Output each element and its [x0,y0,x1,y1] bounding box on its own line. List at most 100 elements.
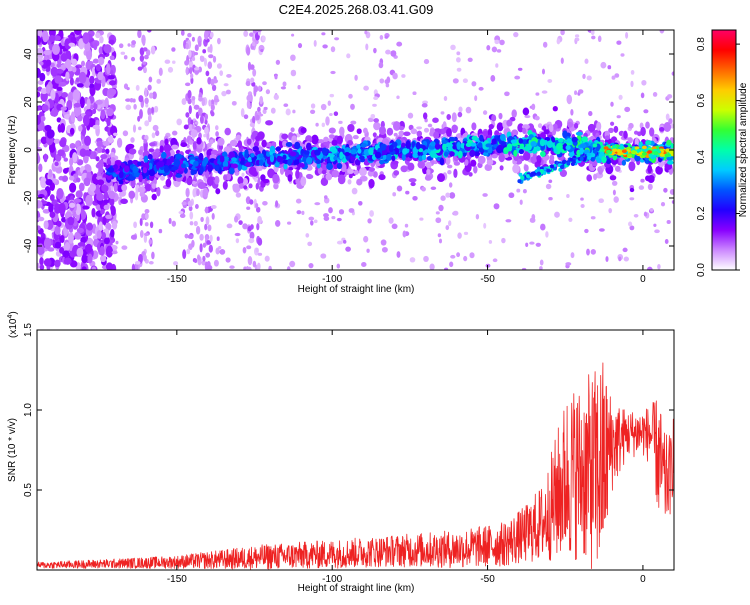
spectrogram-cell [105,214,113,219]
spectrogram-cell [102,140,110,147]
spectrogram-cell [175,153,183,160]
spectrogram-cell [234,232,241,237]
spectrogram-cell [421,154,427,161]
spectrogram-cell [450,254,456,259]
spectrogram-cell [50,66,59,77]
spectrogram-cell [225,257,231,263]
spectrogram-cell [228,151,236,159]
spectrogram-cell [199,55,205,63]
spectrogram-cell [223,174,228,181]
spectrogram-cell [490,75,496,82]
spectrogram-cell [350,120,357,125]
spectrogram-cell [257,85,262,92]
spectrogram-cell [514,75,521,80]
spectrogram-cell [521,267,527,270]
spectrogram-cell [499,133,506,141]
spectrogram-cell [542,41,548,48]
spectrogram-cell [64,242,71,251]
spectrogram-cell [113,164,118,170]
spectrogram-cell [314,149,321,156]
spectrogram-cell [263,106,268,111]
spectrogram-cell [250,64,255,70]
spectrogram-cell [308,216,315,221]
spectrogram-cell [575,37,580,42]
spectrogram-cell [641,152,647,156]
spectrogram-cell [171,144,179,150]
spectrogram-cell [62,175,69,182]
spectrogram-cell [498,112,503,120]
x-tick-label: -50 [480,274,495,285]
spectrogram-cell [629,225,635,231]
spectrogram-cell [302,156,307,162]
spectrogram-cell [423,255,429,262]
spectrogram-cell [125,104,132,111]
spectrogram-cell [293,159,300,165]
spectrogram-cell [211,84,217,92]
spectrogram-cell [552,166,557,171]
spectrogram-cell [264,255,270,262]
spectrogram-cell [178,210,184,215]
spectrogram-cell [421,186,426,192]
spectrogram-cell [450,44,456,51]
spectrogram-cell [579,143,587,149]
spectrogram-cell [118,171,124,179]
spectrogram-cell [517,67,523,71]
spectrogram-cell [190,129,198,138]
spectrogram-cell [56,86,63,91]
spectrogram-cell [256,262,261,270]
spectrogram-cell [381,246,388,253]
spectrogram-cell [385,83,390,88]
spectrogram-cell [75,177,81,183]
spectrogram-cell [188,205,193,212]
spectrogram-cell [207,46,211,53]
spectrogram-cell [155,130,160,137]
spectrogram-cell [500,141,507,146]
spectrogram-cell [592,162,598,167]
spectrogram-cell [446,113,451,121]
spectrogram-cell [606,149,611,154]
spectrogram-cell [40,115,46,122]
spectrogram-cell [83,135,92,147]
spectrogram-cell [566,94,573,105]
spectrogram-cell [262,200,268,206]
spectrogram-cell [424,175,432,181]
spectrogram-cell [40,176,47,189]
spectrogram-cell [447,170,452,175]
spectrogram-cell [296,210,302,215]
spectrogram-cell [315,159,322,164]
spectrogram-cell [338,209,345,215]
spectrogram-cell [624,106,631,113]
spectrogram-cell [548,196,553,201]
spectrogram-cell [115,240,119,245]
spectrogram-cell [213,98,220,103]
spectrogram-cell [62,167,69,174]
spectrogram-cell [586,152,591,157]
spectrogram-cell [234,215,239,223]
spectrogram-cell [120,51,126,55]
spectrogram-cell [262,81,267,86]
spectrogram-cell [543,129,550,135]
spectrogram-cell [386,153,392,161]
spectrogram-cell [175,173,183,178]
spectrogram-cell [190,73,194,79]
spectrogram-cell [255,206,261,213]
spectrogram-cell [61,92,69,98]
spectrogram-cell [320,103,327,111]
spectrogram-cell [443,267,449,270]
spectrogram-cell [241,172,245,177]
spectrogram-cell [495,63,499,68]
spectrogram-cell [516,188,521,193]
spectrogram-cell [150,107,155,114]
spectrogram-cell [219,70,224,76]
spectrogram-cell [132,165,138,174]
spectrogram-cell [601,155,607,164]
spectrogram-cell [346,53,351,59]
spectrogram-cell [99,245,105,256]
spectrogram-cell [667,160,674,165]
spectrogram-cell [582,73,586,80]
spectrogram-cell [627,137,633,144]
snr-background [37,330,674,570]
spectrogram-cell [181,163,186,169]
spectrogram-cell [149,221,154,229]
spectrogram-cell [405,190,410,195]
